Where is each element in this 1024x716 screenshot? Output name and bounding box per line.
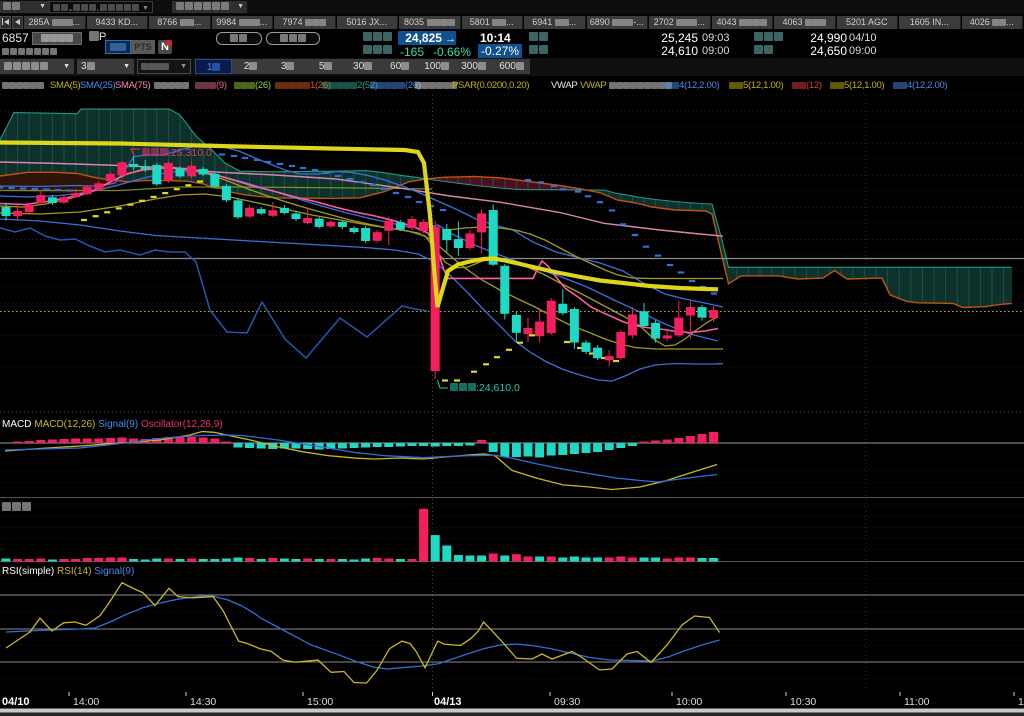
svg-text:14:30: 14:30 bbox=[190, 696, 216, 708]
svg-text:11:30: 11:30 bbox=[1018, 696, 1024, 708]
svg-text:10:00: 10:00 bbox=[676, 696, 702, 708]
svg-text:15:00: 15:00 bbox=[307, 696, 333, 708]
svg-text:04/10: 04/10 bbox=[2, 696, 30, 708]
svg-text::25,310.0: :25,310.0 bbox=[168, 147, 212, 159]
svg-text:04/13: 04/13 bbox=[434, 696, 462, 708]
svg-text:11:00: 11:00 bbox=[904, 696, 930, 708]
svg-text:14:00: 14:00 bbox=[73, 696, 99, 708]
svg-text:10:30: 10:30 bbox=[790, 696, 816, 708]
svg-text:09:30: 09:30 bbox=[554, 696, 580, 708]
svg-text::24,610.0: :24,610.0 bbox=[476, 382, 520, 394]
